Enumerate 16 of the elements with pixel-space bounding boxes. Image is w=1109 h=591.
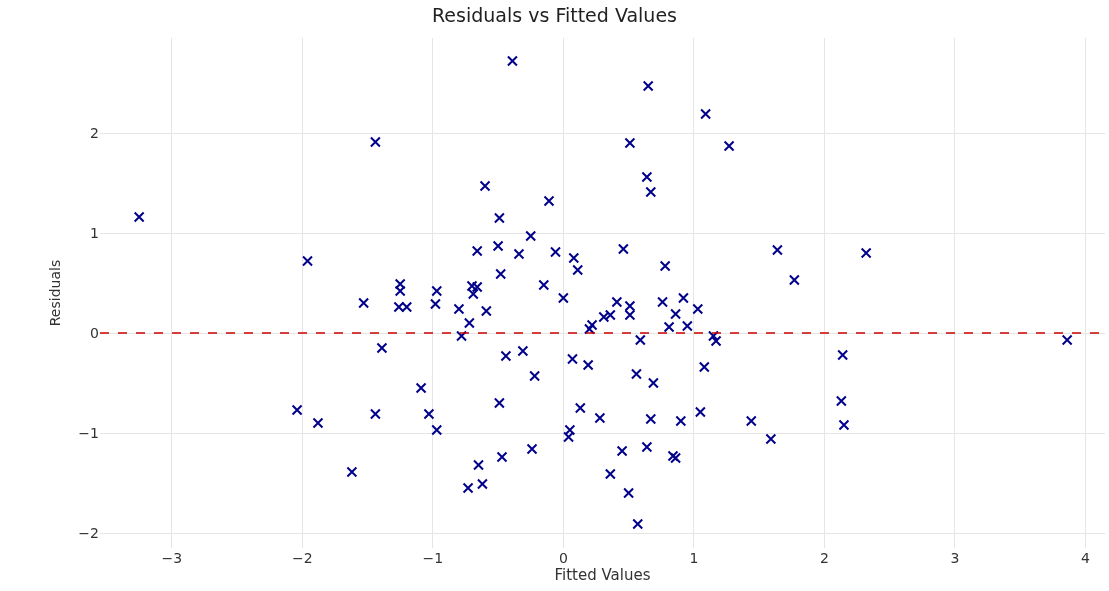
y-tick-label: −1 — [78, 424, 99, 441]
x-tick-label: 3 — [950, 550, 960, 566]
x-tick-label: 0 — [558, 550, 568, 566]
x-tick-label: 1 — [689, 550, 699, 566]
y-tick-label: 2 — [90, 124, 99, 141]
x-tick-label: −1 — [422, 550, 444, 566]
x-tick-label: 2 — [819, 550, 829, 566]
x-tick-label: 4 — [1080, 550, 1090, 566]
y-tick-label: 1 — [90, 224, 99, 241]
x-axis-title: Fitted Values — [554, 566, 651, 584]
x-tick-label: −2 — [291, 550, 313, 566]
chart-title: Residuals vs Fitted Values — [432, 4, 677, 27]
y-tick-label: −2 — [78, 524, 99, 541]
x-tick-label: −3 — [161, 550, 183, 566]
y-axis-title: Residuals — [46, 259, 63, 327]
y-tick-label: 0 — [90, 324, 99, 341]
